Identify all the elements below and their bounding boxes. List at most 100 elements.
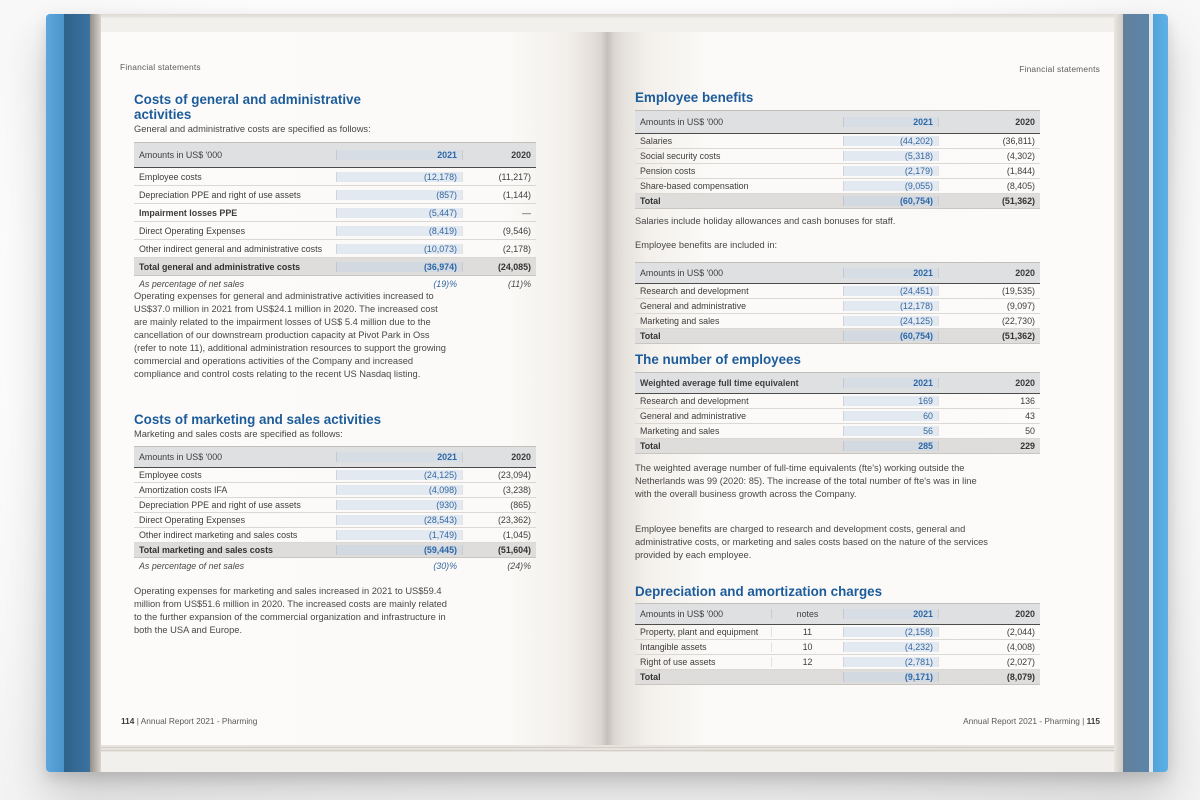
column-header-fte: Weighted average full time equivalent bbox=[640, 378, 799, 388]
column-header-amounts: Amounts in US$ '000 bbox=[139, 452, 223, 462]
value-2020: (22,730) bbox=[938, 316, 1040, 326]
page-stack-top bbox=[101, 14, 1114, 18]
page-number: 114 bbox=[121, 716, 135, 726]
column-header-2020: 2020 bbox=[938, 378, 1040, 388]
value-2020: (8,405) bbox=[938, 181, 1040, 191]
value-2020: 50 bbox=[938, 426, 1040, 436]
total-2020: (24,085) bbox=[462, 261, 536, 272]
value-2020: (3,238) bbox=[462, 485, 536, 495]
value-2021: (2,179) bbox=[843, 166, 938, 176]
value-2021: (2,158) bbox=[843, 627, 938, 637]
value-2021: (4,098) bbox=[336, 485, 462, 495]
column-header-2021: 2021 bbox=[336, 150, 462, 160]
table-row: Marketing and sales 56 50 bbox=[635, 424, 1040, 439]
column-header-amounts: Amounts in US$ '000 bbox=[640, 268, 724, 278]
front-cover-inner-edge bbox=[64, 14, 90, 772]
row-label: Impairment losses PPE bbox=[139, 207, 238, 218]
ga-costs-table: Amounts in US$ '000 2021 2020 Employee c… bbox=[134, 142, 536, 291]
value-2021: (12,178) bbox=[336, 171, 462, 182]
section-intro-ms-costs: Marketing and sales costs are specified … bbox=[134, 429, 343, 439]
table-row: Other indirect marketing and sales costs… bbox=[134, 528, 536, 543]
total-2020: (51,362) bbox=[938, 331, 1040, 341]
value-2021: (4,232) bbox=[843, 642, 938, 652]
value-2021: (857) bbox=[336, 189, 462, 200]
column-header-2021: 2021 bbox=[843, 268, 938, 278]
value-2021: 56 bbox=[843, 426, 938, 436]
table-row: General and administrative (12,178) (9,0… bbox=[635, 299, 1040, 314]
total-2021: (60,754) bbox=[843, 331, 938, 341]
table-header-row: Amounts in US$ '000 2021 2020 bbox=[635, 262, 1040, 284]
total-label: Total bbox=[640, 331, 661, 341]
report-name: Annual Report 2021 - Pharming bbox=[140, 716, 258, 726]
row-label: Salaries bbox=[640, 136, 673, 146]
table-total-row: Total (60,754) (51,362) bbox=[635, 329, 1040, 344]
total-2021: (9,171) bbox=[843, 672, 938, 682]
left-page-stack-edge bbox=[90, 14, 101, 772]
front-cover-edge bbox=[46, 14, 64, 772]
percentage-row: As percentage of net sales (30)% (24)% bbox=[134, 558, 536, 573]
value-2020: (23,362) bbox=[462, 515, 536, 525]
table-row: Marketing and sales (24,125) (22,730) bbox=[635, 314, 1040, 329]
table-row: Depreciation PPE and right of use assets… bbox=[134, 186, 536, 204]
row-label: Employee costs bbox=[139, 171, 202, 182]
table-total-row: Total 285 229 bbox=[635, 439, 1040, 454]
page-number: 115 bbox=[1086, 716, 1100, 726]
value-2021: (10,073) bbox=[336, 243, 462, 254]
table-header-row: Amounts in US$ '000 2021 2020 bbox=[134, 142, 536, 168]
value-2020: 136 bbox=[938, 396, 1040, 406]
number-of-employees-table: Weighted average full time equivalent 20… bbox=[635, 372, 1040, 454]
back-cover-gap bbox=[1149, 14, 1153, 772]
value-2021: (28,543) bbox=[336, 515, 462, 525]
section-title-ms-costs: Costs of marketing and sales activities bbox=[134, 412, 382, 427]
ms-costs-table: Amounts in US$ '000 2021 2020 Employee c… bbox=[134, 446, 536, 573]
value-2021: (8,419) bbox=[336, 225, 462, 236]
percentage-label: As percentage of net sales bbox=[139, 560, 245, 571]
row-label: Research and development bbox=[640, 396, 749, 406]
table-row: Direct Operating Expenses (28,543) (23,3… bbox=[134, 513, 536, 528]
section-title-depreciation: Depreciation and amortization charges bbox=[635, 584, 883, 599]
page-stack-bottom bbox=[101, 745, 1114, 752]
left-page bbox=[101, 32, 608, 745]
percentage-2020: (11)% bbox=[507, 278, 531, 289]
value-2020: (2,027) bbox=[938, 657, 1040, 667]
table-header-row: Amounts in US$ '000 notes 2021 2020 bbox=[635, 603, 1040, 625]
total-label: Total bbox=[640, 196, 661, 206]
percentage-row: As percentage of net sales (19)% (11)% bbox=[134, 276, 536, 291]
value-2020: (1,045) bbox=[462, 530, 536, 540]
table-total-row: Total (60,754) (51,362) bbox=[635, 194, 1040, 209]
note-reference: 10 bbox=[771, 642, 843, 652]
table-row: Social security costs (5,318) (4,302) bbox=[635, 149, 1040, 164]
value-2020: (1,144) bbox=[462, 189, 536, 200]
depreciation-table: Amounts in US$ '000 notes 2021 2020 Prop… bbox=[635, 603, 1040, 685]
value-2020: (23,094) bbox=[462, 470, 536, 480]
row-label: Other indirect marketing and sales costs bbox=[139, 530, 298, 540]
column-header-2021: 2021 bbox=[843, 378, 938, 388]
table-row: Research and development (24,451) (19,53… bbox=[635, 284, 1040, 299]
column-header-amounts: Amounts in US$ '000 bbox=[139, 150, 223, 160]
section-title-number-of-employees: The number of employees bbox=[635, 352, 801, 367]
table-total-row: Total (9,171) (8,079) bbox=[635, 670, 1040, 685]
table-row: Research and development 169 136 bbox=[635, 394, 1040, 409]
salaries-note: Salaries include holiday allowances and … bbox=[635, 216, 896, 226]
row-label: General and administrative bbox=[640, 411, 747, 421]
column-header-2021: 2021 bbox=[843, 117, 938, 127]
row-label: Other indirect general and administrativ… bbox=[139, 243, 323, 254]
row-label: Pension costs bbox=[640, 166, 696, 176]
total-2020: (51,362) bbox=[938, 196, 1040, 206]
row-label: Amortization costs IFA bbox=[139, 485, 228, 495]
spine-shadow bbox=[566, 32, 648, 745]
value-2020: (11,217) bbox=[462, 171, 536, 182]
total-label: Total general and administrative costs bbox=[139, 261, 301, 272]
total-2020: (51,604) bbox=[462, 545, 536, 555]
value-2021: (24,125) bbox=[843, 316, 938, 326]
value-2021: (24,125) bbox=[336, 470, 462, 480]
value-2021: (12,178) bbox=[843, 301, 938, 311]
value-2020: (9,546) bbox=[462, 225, 536, 236]
section-title-ga-costs: Costs of general and administrative acti… bbox=[134, 92, 361, 122]
value-2020: (2,044) bbox=[938, 627, 1040, 637]
fte-paragraph: The weighted average number of full-time… bbox=[635, 463, 977, 500]
note-reference: 11 bbox=[771, 627, 843, 637]
table-row: Salaries (44,202) (36,811) bbox=[635, 134, 1040, 149]
value-2020: (4,302) bbox=[938, 151, 1040, 161]
